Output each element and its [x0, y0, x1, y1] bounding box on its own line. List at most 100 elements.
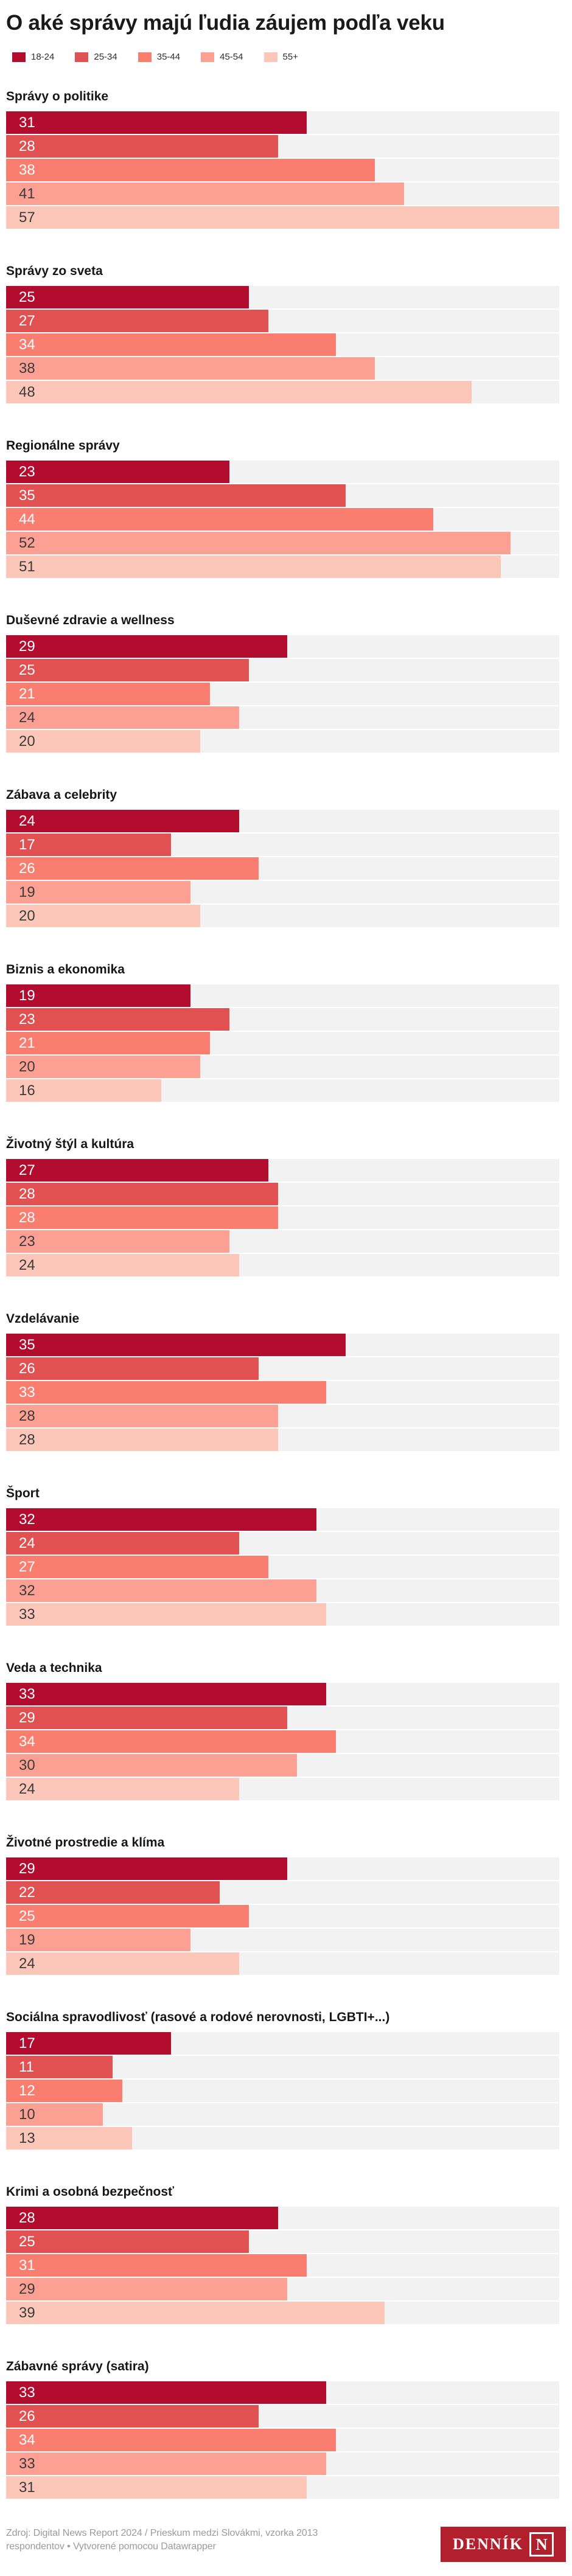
bar-value: 28 [19, 1186, 35, 1203]
source-note: Zdroj: Digital News Report 2024 / Priesk… [6, 2528, 318, 2552]
bar [6, 2032, 172, 2055]
bar [6, 461, 229, 484]
bar-value: 24 [19, 1535, 35, 1552]
bar-value: 12 [19, 2083, 35, 2100]
bar-row-55+: 57 [6, 206, 559, 229]
bar [6, 1857, 288, 1881]
bar-value: 26 [19, 860, 35, 877]
bar-value: 19 [19, 884, 35, 901]
category-rows: 32 24 27 32 33 [6, 1508, 559, 1626]
bar-row-55+: 24 [6, 1778, 559, 1801]
bar-row-25-34: 26 [6, 1357, 559, 1380]
bar-value: 21 [19, 1035, 35, 1052]
bar-row-45-54: 52 [6, 532, 559, 555]
category-rows: 33 29 34 30 24 [6, 1683, 559, 1801]
bar-row-25-34: 23 [6, 1008, 559, 1031]
category-label: Zábavné správy (satira) [6, 2359, 149, 2374]
legend-swatch-icon [138, 52, 152, 63]
bar [6, 357, 375, 380]
bar-row-18-24: 29 [6, 1857, 559, 1881]
bar [6, 183, 404, 206]
category-label: Správy zo sveta [6, 264, 103, 279]
bar-value: 25 [19, 2233, 35, 2251]
legend-item-45-54: 45-54 [201, 52, 243, 63]
bar-row-45-54: 10 [6, 2103, 559, 2126]
bar [6, 1778, 239, 1801]
bar [6, 1707, 288, 1730]
bar-row-35-44: 27 [6, 1556, 559, 1579]
bar-value: 29 [19, 1861, 35, 1878]
bar-value: 30 [19, 1757, 35, 1774]
legend-swatch-icon [75, 52, 89, 63]
bar-row-35-44: 44 [6, 508, 559, 531]
logo-n-letter: N [535, 2535, 548, 2553]
bar-row-25-34: 25 [6, 2230, 559, 2254]
bar-value: 21 [19, 686, 35, 703]
bar-value: 13 [19, 2130, 35, 2147]
bar [6, 508, 433, 531]
bar-row-35-44: 34 [6, 1730, 559, 1753]
bar-row-45-54: 41 [6, 183, 559, 206]
bar-value: 24 [19, 1955, 35, 1972]
bar-value: 22 [19, 1884, 35, 1901]
bar-value: 23 [19, 1011, 35, 1028]
bar-value: 28 [19, 2210, 35, 2227]
category-label: Vzdelávanie [6, 1312, 80, 1326]
bar-row-25-34: 17 [6, 834, 559, 857]
bar-row-45-54: 28 [6, 1405, 559, 1428]
bar-row-25-34: 28 [6, 1183, 559, 1206]
bar [6, 1008, 229, 1031]
bar [6, 857, 259, 880]
bar-value: 27 [19, 1162, 35, 1179]
logo-n-box-icon: N [529, 2532, 554, 2557]
bar-value: 24 [19, 1781, 35, 1798]
bar-row-25-34: 22 [6, 1881, 559, 1904]
category-label: Zábava a celebrity [6, 788, 117, 802]
bar-row-35-44: 31 [6, 2254, 559, 2277]
bar-row-18-24: 31 [6, 111, 559, 134]
bar-row-35-44: 38 [6, 159, 559, 182]
bar-row-55+: 24 [6, 1254, 559, 1277]
bar-row-35-44: 25 [6, 1905, 559, 1928]
legend: 18-24 25-34 35-44 45-54 55+ [12, 52, 566, 63]
bar-value: 48 [19, 384, 35, 401]
bar-value: 33 [19, 2384, 35, 2401]
bar-value: 24 [19, 1257, 35, 1274]
bar-value: 38 [19, 162, 35, 179]
bar-row-25-34: 35 [6, 484, 559, 507]
bar [6, 2080, 123, 2103]
bar-value: 19 [19, 987, 35, 1004]
bar-value: 26 [19, 1360, 35, 1377]
bar-row-45-54: 24 [6, 706, 559, 729]
bar-value: 31 [19, 114, 35, 131]
bar-row-45-54: 38 [6, 357, 559, 380]
dennik-n-logo: DENNÍK N [441, 2527, 566, 2563]
bar [6, 1079, 162, 1102]
bar-value: 34 [19, 1733, 35, 1750]
bar-value: 28 [19, 1210, 35, 1227]
bar-value: 28 [19, 138, 35, 155]
bar-row-18-24: 33 [6, 1683, 559, 1706]
category-group: Sociálna spravodlivosť (rasové a rodové … [6, 2010, 566, 2150]
bar-row-18-24: 27 [6, 1159, 559, 1182]
bar [6, 683, 210, 706]
bar [6, 1032, 210, 1055]
bar-row-25-34: 24 [6, 1532, 559, 1555]
legend-label: 45-54 [220, 52, 243, 63]
category-rows: 35 26 33 28 28 [6, 1334, 559, 1452]
bar [6, 1556, 268, 1579]
bar [6, 2230, 249, 2254]
bar [6, 706, 239, 729]
bar [6, 2429, 337, 2452]
bar-row-18-24: 35 [6, 1334, 559, 1357]
category-group: Zábava a celebrity 24 17 26 19 20 [6, 787, 566, 928]
bar-row-25-34: 25 [6, 659, 559, 682]
bar-row-35-44: 12 [6, 2080, 559, 2103]
category-rows: 28 25 31 29 39 [6, 2207, 559, 2325]
bar-row-55+: 33 [6, 1603, 559, 1626]
category-group: Duševné zdravie a wellness 29 25 21 24 20 [6, 613, 566, 753]
bar-row-25-34: 29 [6, 1707, 559, 1730]
bar-value: 28 [19, 1432, 35, 1449]
bar-value: 39 [19, 2305, 35, 2322]
bar [6, 1683, 327, 1706]
